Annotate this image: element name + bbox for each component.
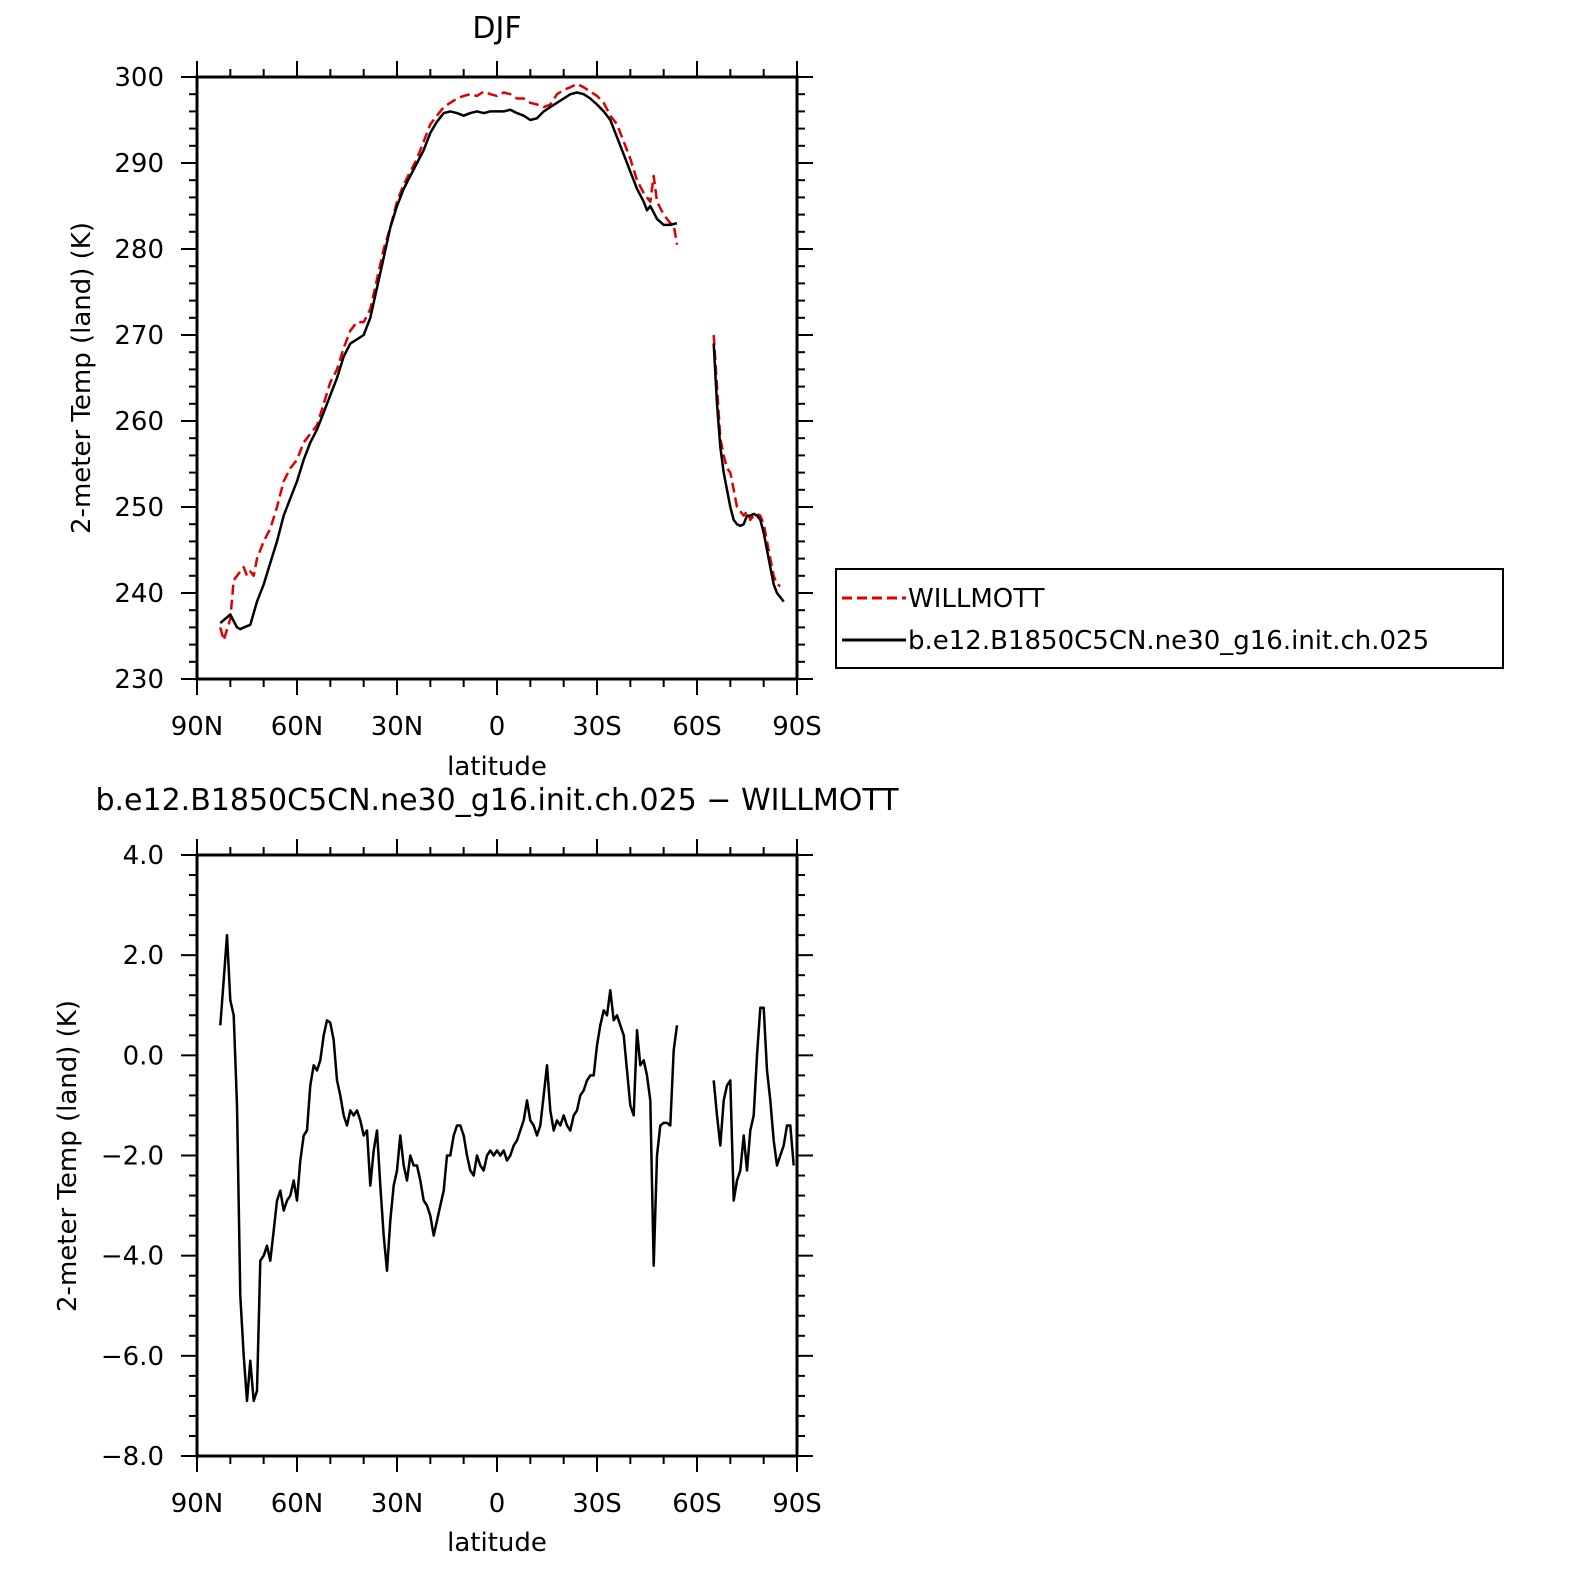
bottom-x-tick-label: 60N (271, 1489, 324, 1519)
panel-top: DJF 90N 60N 30N 0 30S 60S 90S 2302402502602702… (67, 11, 1504, 782)
bottom-x-tick-label: 90S (772, 1489, 822, 1519)
bottom-y-tick-labels: −8.0 −6.0 −4.0 −2.0 0.0 2.0 4.0 (101, 841, 164, 1472)
bottom-y-tick-label: −2.0 (101, 1142, 164, 1172)
top-y-tick-label: 280 (114, 235, 164, 265)
top-series-0-segment-0 (219, 82, 679, 642)
bottom-series-0-segment-1 (712, 1006, 795, 1202)
bottom-y-tick-label: −4.0 (101, 1242, 164, 1272)
top-y-tick-label: 250 (114, 493, 164, 523)
bottom-ticks (181, 839, 813, 1472)
top-title: DJF (472, 11, 521, 46)
top-x-tick-label: 60S (672, 712, 722, 742)
top-x-axis-label: latitude (447, 752, 547, 782)
top-plot-frame (195, 75, 799, 681)
top-y-axis-label: 2-meter Temp (land) (K) (67, 222, 97, 534)
top-y-tick-label: 270 (114, 321, 164, 351)
bottom-x-tick-label: 0 (489, 1489, 506, 1519)
bottom-x-tick-labels: 90N 60N 30N 0 30S 60S 90S (171, 1489, 822, 1519)
bottom-title: b.e12.B1850C5CN.ne30_g16.init.ch.025 − W… (95, 783, 899, 818)
bottom-y-tick-label: −8.0 (101, 1442, 164, 1472)
legend: WILLMOTT b.e12.B1850C5CN.ne30_g16.init.c… (835, 568, 1504, 669)
top-x-tick-label: 90N (171, 712, 224, 742)
bottom-x-tick-label: 30N (371, 1489, 424, 1519)
top-ticks (181, 61, 813, 695)
top-x-tick-label: 30S (572, 712, 622, 742)
bottom-series (219, 933, 795, 1403)
top-x-tick-label: 90S (772, 712, 822, 742)
top-series-1-segment-1 (712, 343, 785, 603)
top-series-1-segment-0 (219, 91, 678, 631)
bottom-x-axis-label: latitude (447, 1528, 547, 1558)
bottom-y-tick-label: −6.0 (101, 1342, 164, 1372)
legend-label-model: b.e12.B1850C5CN.ne30_g16.init.ch.025 (908, 626, 1429, 656)
bottom-plot-frame (195, 853, 799, 1458)
legend-box (835, 568, 1504, 669)
panel-bottom: b.e12.B1850C5CN.ne30_g16.init.ch.025 − W… (53, 783, 899, 1558)
top-series (219, 82, 785, 642)
bottom-y-axis-label: 2-meter Temp (land) (K) (53, 1000, 83, 1312)
bottom-y-tick-label: 4.0 (123, 841, 164, 871)
top-y-tick-label: 290 (114, 149, 164, 179)
top-series-0-segment-1 (712, 334, 781, 588)
bottom-y-tick-label: 2.0 (123, 941, 164, 971)
top-x-tick-label: 0 (489, 712, 506, 742)
bottom-x-tick-label: 60S (672, 1489, 722, 1519)
top-y-tick-label: 240 (114, 579, 164, 609)
top-y-tick-label: 260 (114, 407, 164, 437)
top-y-tick-labels: 230 240 250 260 270 280 290 300 (114, 63, 164, 695)
bottom-x-tick-label: 30S (572, 1489, 622, 1519)
legend-label-willmott: WILLMOTT (908, 584, 1045, 614)
bottom-series-0-segment-0 (219, 933, 679, 1403)
top-x-tick-label: 30N (371, 712, 424, 742)
top-y-tick-label: 300 (114, 63, 164, 93)
bottom-y-tick-label: 0.0 (123, 1041, 164, 1071)
top-x-tick-label: 60N (271, 712, 324, 742)
bottom-x-tick-label: 90N (171, 1489, 224, 1519)
top-x-tick-labels: 90N 60N 30N 0 30S 60S 90S (171, 712, 822, 742)
top-y-tick-label: 230 (114, 665, 164, 695)
